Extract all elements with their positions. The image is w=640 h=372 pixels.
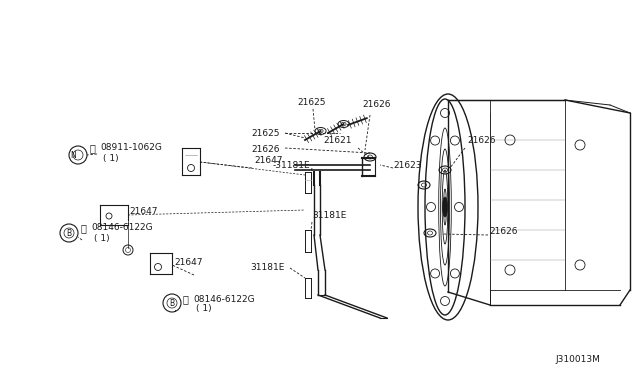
Text: 31181E: 31181E — [251, 263, 285, 272]
Text: 21625: 21625 — [298, 98, 326, 107]
Text: 08911-1062G: 08911-1062G — [100, 144, 162, 153]
Text: 21647: 21647 — [129, 207, 157, 216]
Text: 08146-6122G: 08146-6122G — [193, 295, 255, 304]
Text: 21621: 21621 — [323, 136, 352, 145]
Text: ( 1): ( 1) — [94, 234, 109, 243]
Text: 21626: 21626 — [362, 100, 390, 109]
Text: -31181E: -31181E — [273, 161, 310, 170]
Text: B: B — [67, 228, 72, 237]
Text: 21623: 21623 — [393, 161, 422, 170]
Text: Ⓝ: Ⓝ — [90, 143, 96, 153]
Ellipse shape — [442, 197, 447, 217]
Text: 21626: 21626 — [467, 136, 495, 145]
Text: J310013M: J310013M — [555, 356, 600, 365]
Text: Ⓑ: Ⓑ — [183, 294, 189, 304]
Text: ( 1): ( 1) — [103, 154, 118, 163]
Text: N: N — [70, 151, 76, 160]
Text: Ⓝ: Ⓝ — [81, 223, 87, 233]
Text: B: B — [170, 298, 175, 308]
Text: 21626: 21626 — [489, 228, 518, 237]
Text: 21626: 21626 — [252, 145, 280, 154]
Text: 21647: 21647 — [174, 258, 202, 267]
Text: ( 1): ( 1) — [196, 305, 212, 314]
Text: 21647: 21647 — [254, 156, 282, 165]
Text: 31181E: 31181E — [312, 211, 346, 220]
Text: 21625: 21625 — [252, 128, 280, 138]
Text: 08146-6122G: 08146-6122G — [91, 224, 152, 232]
